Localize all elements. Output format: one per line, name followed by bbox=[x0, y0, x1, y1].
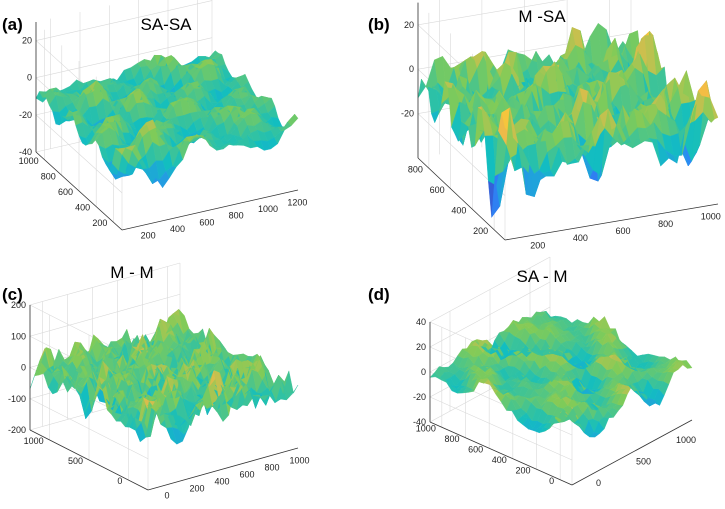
y-tick-label: 800 bbox=[41, 171, 56, 181]
y-tick-label: 400 bbox=[75, 203, 90, 213]
surface bbox=[29, 308, 299, 445]
z-tick-label: 20 bbox=[22, 36, 32, 46]
z-tick-label: -40 bbox=[19, 147, 32, 157]
surface bbox=[417, 22, 719, 218]
z-tick-label: 100 bbox=[11, 331, 26, 341]
x-axis bbox=[121, 189, 299, 231]
z-tick-label: -20 bbox=[19, 110, 32, 120]
x-tick-label: 400 bbox=[170, 224, 185, 234]
z-tick-label: 20 bbox=[416, 342, 426, 352]
x-tick-label: 1000 bbox=[290, 456, 310, 466]
panel-0: 200400600800100012002004006008001000200-… bbox=[2, 0, 307, 241]
x-tick-label: 1000 bbox=[258, 204, 278, 214]
surface-patch bbox=[681, 360, 693, 369]
y-tick-label: 1000 bbox=[19, 156, 39, 166]
panel-label: (b) bbox=[368, 15, 390, 34]
z-tick-label: 20 bbox=[404, 20, 414, 30]
panel-title: SA-SA bbox=[140, 15, 192, 34]
panel-label: (a) bbox=[2, 15, 23, 34]
z-tick-label: 40 bbox=[416, 317, 426, 327]
z-tick-label: -200 bbox=[8, 425, 26, 435]
y-axis bbox=[429, 421, 573, 486]
z-tick-label: 0 bbox=[27, 73, 32, 83]
panel-title: M - M bbox=[110, 263, 153, 282]
surface bbox=[429, 311, 693, 438]
z-tick-label: 0 bbox=[409, 64, 414, 74]
x-tick-label: 0 bbox=[165, 491, 170, 501]
x-tick-label: 400 bbox=[573, 233, 588, 243]
y-tick-label: 1000 bbox=[416, 423, 436, 433]
surface-patch bbox=[287, 113, 299, 127]
y-tick-label: 1000 bbox=[24, 436, 44, 446]
z-tick-label: 0 bbox=[421, 367, 426, 377]
x-tick-label: 600 bbox=[240, 470, 255, 480]
surface-patch bbox=[287, 384, 299, 395]
y-tick-label: 600 bbox=[468, 444, 483, 454]
x-tick-label: 1200 bbox=[287, 197, 307, 207]
y-axis bbox=[35, 151, 123, 231]
x-tick-label: 200 bbox=[190, 484, 205, 494]
panel-label: (d) bbox=[368, 285, 390, 304]
y-tick-label: 500 bbox=[68, 456, 83, 466]
x-tick-label: 600 bbox=[616, 226, 631, 236]
panel-2: 02004006008001000050010002001000-100-200… bbox=[2, 262, 310, 501]
x-axis bbox=[504, 203, 719, 241]
x-tick-label: 1000 bbox=[701, 212, 721, 222]
x-tick-label: 1000 bbox=[676, 435, 696, 445]
y-tick-label: 200 bbox=[92, 218, 107, 228]
panel-title: M -SA bbox=[518, 7, 566, 26]
y-tick-label: 800 bbox=[444, 434, 459, 444]
axes: 200400600800100012002004006008001000200-… bbox=[19, 22, 307, 241]
x-axis bbox=[147, 447, 299, 491]
x-tick-label: 500 bbox=[636, 457, 651, 467]
y-axis bbox=[29, 429, 149, 491]
x-tick-label: 200 bbox=[141, 231, 156, 241]
z-tick-label: -20 bbox=[401, 109, 414, 119]
x-axis bbox=[571, 419, 693, 486]
x-tick-label: 400 bbox=[215, 477, 230, 487]
surface-patch bbox=[706, 80, 719, 120]
y-tick-label: 200 bbox=[515, 465, 530, 475]
z-tick-label: 0 bbox=[21, 363, 26, 373]
z-tick-label: -20 bbox=[413, 392, 426, 402]
y-tick-label: 400 bbox=[492, 455, 507, 465]
x-tick-label: 800 bbox=[229, 211, 244, 221]
z-tick-label: 200 bbox=[11, 300, 26, 310]
y-tick-label: 400 bbox=[451, 205, 466, 215]
y-tick-label: 0 bbox=[549, 476, 554, 486]
x-tick-label: 600 bbox=[199, 217, 214, 227]
panel-title: SA - M bbox=[516, 267, 567, 286]
z-tick-label: -40 bbox=[413, 417, 426, 427]
panel-label: (c) bbox=[2, 285, 23, 304]
x-tick-label: 200 bbox=[530, 240, 545, 250]
z-tick-label: -100 bbox=[8, 394, 26, 404]
y-tick-label: 600 bbox=[58, 187, 73, 197]
y-tick-label: 200 bbox=[473, 226, 488, 236]
y-tick-label: 600 bbox=[430, 185, 445, 195]
surface bbox=[35, 50, 299, 189]
x-tick-label: 0 bbox=[596, 478, 601, 488]
x-tick-label: 800 bbox=[658, 219, 673, 229]
x-tick-label: 800 bbox=[265, 463, 280, 473]
y-tick-label: 800 bbox=[408, 164, 423, 174]
y-axis bbox=[417, 157, 506, 241]
y-tick-label: 0 bbox=[117, 476, 122, 486]
panel-3: 050010000200400600800100040200-20-40(d)S… bbox=[368, 256, 696, 488]
